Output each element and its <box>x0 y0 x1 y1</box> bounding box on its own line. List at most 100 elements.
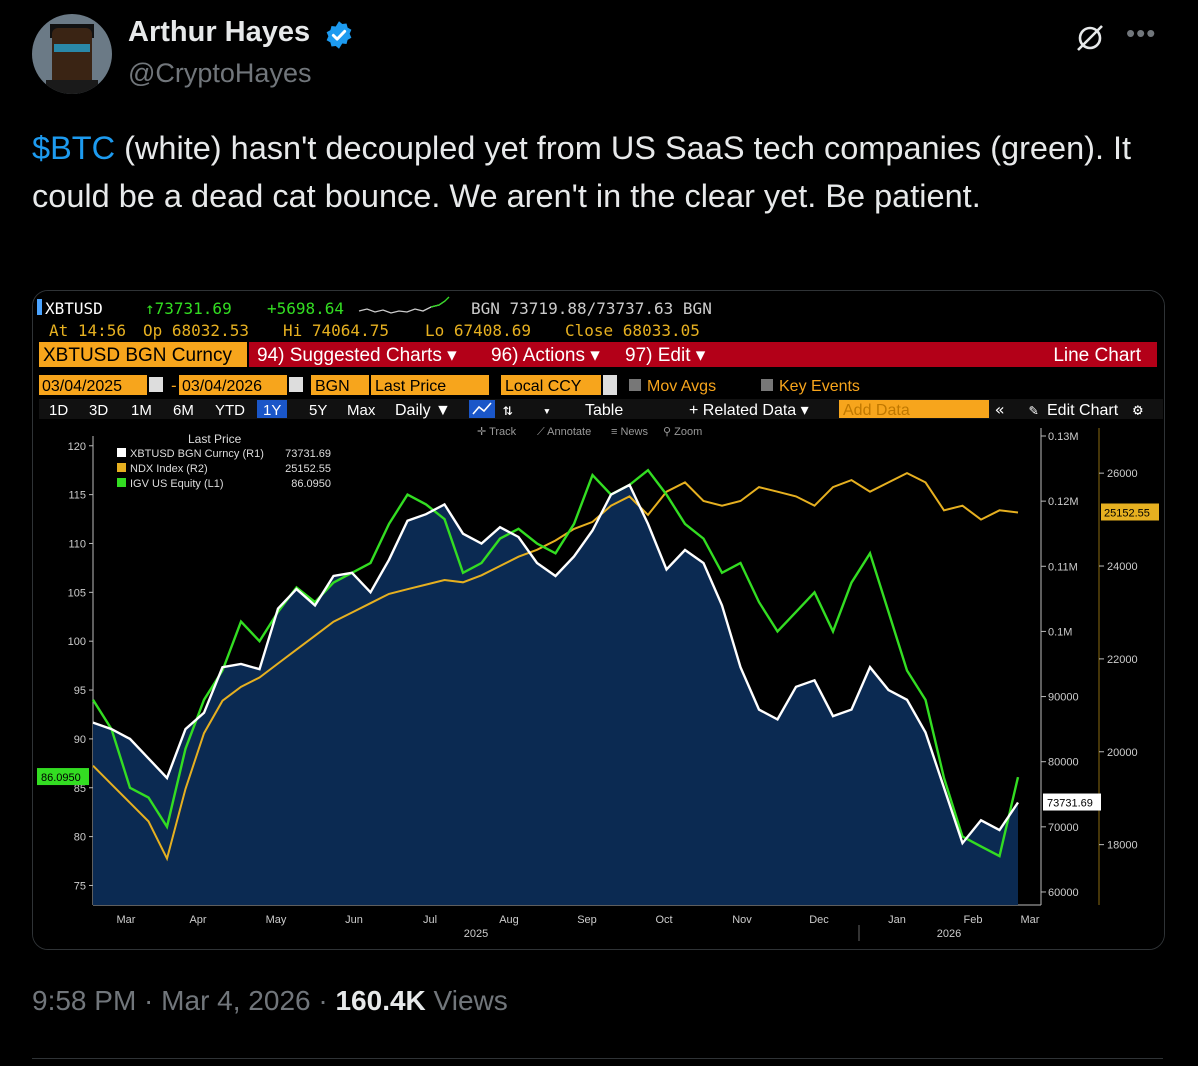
range-button-ytd[interactable]: YTD <box>215 402 245 419</box>
author-name[interactable]: Arthur Hayes <box>128 16 311 48</box>
left-tick-label: 95 <box>74 685 86 697</box>
legend-label: IGV US Equity (L1) <box>130 478 224 490</box>
last-price: ↑73731.69 <box>145 299 232 318</box>
author-handle[interactable]: @CryptoHayes <box>128 58 312 88</box>
edit-chart-button[interactable]: Edit Chart <box>1047 402 1119 419</box>
add-data-placeholder: Add Data <box>843 402 910 419</box>
currency-dropdown-icon[interactable] <box>603 375 617 395</box>
cashtag-link[interactable]: $BTC <box>32 130 116 166</box>
actions-menu[interactable]: 96) Actions ▾ <box>491 345 600 366</box>
mov-avgs-label: Mov Avgs <box>647 378 716 395</box>
legend-label: NDX Index (R2) <box>130 463 208 475</box>
meta-separator: · <box>136 985 162 1016</box>
calendar-from-icon[interactable] <box>149 377 163 392</box>
year-label: 2025 <box>464 928 488 940</box>
annotate-tool[interactable]: ⟋ Annotate <box>537 426 591 438</box>
tweet-text: $BTC (white) hasn't decoupled yet from U… <box>32 124 1152 220</box>
x-tick-label: May <box>266 914 287 926</box>
date-from: 03/04/2025 <box>42 378 122 395</box>
calendar-to-icon[interactable] <box>289 377 303 392</box>
x-tick-label: Feb <box>964 914 983 926</box>
source-box[interactable] <box>311 375 369 395</box>
range-button-1y[interactable]: 1Y <box>263 402 281 419</box>
btc-last-label-bg <box>1043 793 1101 811</box>
x-tick-label: Mar <box>117 914 136 926</box>
tweet-body: (white) hasn't decoupled yet from US Saa… <box>32 130 1132 214</box>
mov-avgs-checkbox[interactable] <box>629 379 641 391</box>
legend-swatch <box>117 478 126 487</box>
currency-box[interactable] <box>501 375 601 395</box>
left-tick-label: 115 <box>68 490 86 502</box>
left-tick-label: 105 <box>68 587 86 599</box>
date-to-box[interactable] <box>179 375 287 395</box>
view-count: 160.4K <box>335 985 426 1016</box>
legend-value: 25152.55 <box>285 463 331 475</box>
key-events-checkbox[interactable] <box>761 379 773 391</box>
x-tick-label: Aug <box>499 914 519 926</box>
legend-swatch <box>117 463 126 472</box>
igv-last-label-bg <box>37 768 89 786</box>
legend-value: 86.0950 <box>291 478 331 490</box>
add-data-input[interactable] <box>839 400 989 418</box>
more-options-icon[interactable]: ••• <box>1126 18 1157 48</box>
pencil-icon: ✎ <box>1029 401 1038 419</box>
x-tick-label: Jan <box>888 914 906 926</box>
right1-tick-label: 0.1M <box>1048 626 1072 638</box>
grok-icon[interactable] <box>1074 22 1106 54</box>
tweet-date[interactable]: Mar 4, 2026 <box>161 985 311 1016</box>
verified-badge-icon <box>326 21 352 49</box>
right2-tick-label: 20000 <box>1107 747 1138 759</box>
legend-title: Last Price <box>188 432 242 446</box>
chart-type[interactable]: Line Chart <box>1053 345 1141 366</box>
range-button-max[interactable]: Max <box>347 402 376 419</box>
right1-tick-label: 80000 <box>1048 757 1079 769</box>
x-tick-label: Dec <box>809 914 829 926</box>
high-price: Hi 74064.75 <box>283 321 389 340</box>
author-avatar[interactable] <box>32 14 112 94</box>
x-tick-label: Mar <box>1021 914 1040 926</box>
price-change: +5698.64 <box>267 299 344 318</box>
left-tick-label: 100 <box>68 636 86 648</box>
track-tool[interactable]: ✛ Track <box>477 426 517 438</box>
date-from-box[interactable] <box>39 375 147 395</box>
candle-icon[interactable]: ⇅ <box>503 400 513 419</box>
avatar-glasses <box>54 44 90 52</box>
zoom-tool[interactable]: ⚲ Zoom <box>663 426 702 438</box>
edit-menu[interactable]: 97) Edit ▾ <box>625 345 706 366</box>
table-button[interactable]: Table <box>585 402 623 419</box>
field-box[interactable] <box>371 375 489 395</box>
right2-tick-label: 24000 <box>1107 561 1138 573</box>
btc-series-line <box>92 483 1019 846</box>
avatar-body <box>46 80 98 94</box>
x-tick-label: Oct <box>655 914 672 926</box>
news-tool[interactable]: ≡ News <box>611 426 648 438</box>
chart-image[interactable]: XBTUSD ↑73731.69 +5698.64 BGN 73719.88/7… <box>32 290 1165 950</box>
frequency-dropdown[interactable]: Daily ▼ <box>395 402 451 419</box>
views-label: Views <box>425 985 508 1016</box>
igv-series-line <box>91 468 1020 858</box>
range-button-6m[interactable]: 6M <box>173 402 194 419</box>
range-button-5y[interactable]: 5Y <box>309 402 327 419</box>
suggested-charts-menu[interactable]: 94) Suggested Charts ▾ <box>257 345 457 366</box>
date-dash: - <box>169 376 179 395</box>
right1-tick-label: 0.12M <box>1048 496 1079 508</box>
key-events-label: Key Events <box>779 378 860 395</box>
range-buttons: 1D 3D 1M 6M YTD 1Y 5Y Max <box>49 400 376 419</box>
settings-gear-icon[interactable]: ⚙ <box>1133 400 1143 419</box>
legend-swatch <box>117 448 126 457</box>
left-tick-label: 80 <box>74 832 86 844</box>
related-data-button[interactable]: + Related Data ▾ <box>689 402 809 419</box>
range-button-1m[interactable]: 1M <box>131 402 152 419</box>
range-button-3d[interactable]: 3D <box>89 402 108 419</box>
chart-style-dropdown-icon[interactable]: ▾ <box>543 404 551 419</box>
x-tick-label: Jun <box>345 914 363 926</box>
collapse-icon[interactable]: « <box>995 400 1005 419</box>
tweet-time[interactable]: 9:58 PM <box>32 985 137 1016</box>
btc-area-fill <box>93 484 1018 905</box>
meta-separator: · <box>310 985 336 1016</box>
sparkline-up <box>430 296 450 308</box>
right2-tick-label: 26000 <box>1107 468 1138 480</box>
close-price: Close 68033.05 <box>565 321 700 340</box>
security-box[interactable] <box>39 342 247 367</box>
range-button-1d[interactable]: 1D <box>49 402 68 419</box>
